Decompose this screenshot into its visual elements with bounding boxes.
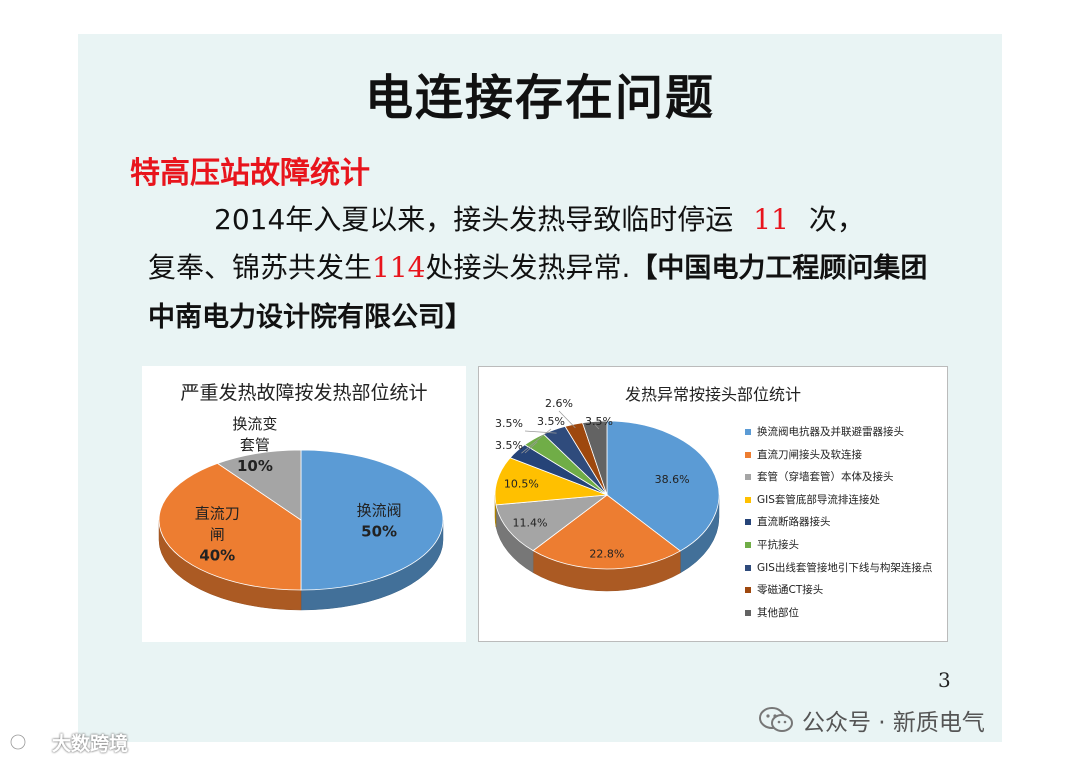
wechat-account-name: 公众号 · 新质电气	[802, 710, 985, 736]
pie-slice-1	[532, 494, 682, 570]
legend-label-7: 零磁通CT接头	[757, 584, 824, 597]
legend-swatch-5	[745, 541, 751, 548]
leader-line-5	[524, 441, 538, 454]
data-label-1: 22.8%	[589, 548, 624, 561]
legend-swatch-6	[745, 564, 751, 571]
legend-label-2: 套管（穿墙套管）本体及接头	[757, 471, 894, 484]
data-label-3: 10.5%	[504, 478, 539, 491]
legend-item-3: GIS套管底部导流排连接处	[745, 493, 932, 516]
slide-subtitle: 特高压站故障统计	[130, 156, 370, 191]
wechat-watermark: 公众号 · 新质电气	[758, 700, 985, 740]
legend-swatch-7	[745, 587, 751, 594]
para-text-2: 次，	[808, 203, 865, 236]
pie-slice-0	[606, 420, 720, 552]
chart2-legend: 换流阀电抗器及并联避雷器接头 直流刀闸接头及软连接套管（穿墙套管）本体及接头 GIS…	[745, 425, 932, 628]
chart-severe-faults: 严重发热故障按发热部位统计 换流阀 50% 直流刀闸 40% 换流变套管 10%	[142, 366, 466, 642]
outage-count: 11	[753, 203, 789, 236]
pie-slice-8	[582, 420, 608, 496]
corner-watermark: 大数跨境	[8, 728, 128, 756]
corner-logo-icon	[9, 731, 48, 751]
legend-swatch-2	[745, 474, 751, 481]
category-label-1: 直流刀	[195, 504, 240, 522]
data-label-2: 11.4%	[513, 516, 548, 529]
pie-slice-3	[494, 457, 608, 506]
chart1-title: 严重发热故障按发热部位统计	[180, 382, 428, 404]
anomaly-count: 114	[372, 251, 426, 284]
category-label-2: 换流变	[232, 415, 277, 433]
legend-label-5: 平抗接头	[757, 538, 799, 551]
pie-slice-1	[158, 462, 302, 591]
category-label-1: 闸	[210, 525, 225, 543]
legend-label-0: 换流阀电抗器及并联避雷器接头	[757, 426, 904, 438]
data-label-2: 10%	[237, 457, 273, 475]
legend-item-7: 零磁通CT接头	[745, 583, 932, 606]
pie-slice-2	[495, 494, 609, 552]
legend-item-4: 直流断路器接头	[745, 515, 932, 538]
para-text-1: 2014年入夏以来，接头发热导致临时停运	[214, 203, 734, 236]
data-label-6: 3.5%	[495, 417, 523, 430]
page-number: 3	[938, 668, 951, 692]
corner-watermark-text: 大数跨境	[52, 732, 129, 755]
chart2-title: 发热异常按接头部位统计	[624, 385, 801, 404]
leader-line-7	[558, 410, 576, 429]
legend-label-8: 其他部位	[757, 606, 799, 619]
legend-item-2: 套管（穿墙套管）本体及接头	[745, 470, 932, 493]
data-label-0: 38.6%	[655, 473, 690, 486]
legend-swatch-3	[745, 496, 751, 503]
legend-swatch-8	[745, 609, 751, 616]
data-label-1: 40%	[199, 546, 235, 564]
wechat-icon	[759, 707, 793, 732]
data-label-8: 3.5%	[585, 415, 613, 428]
leader-line-6	[524, 430, 557, 434]
legend-swatch-4	[745, 519, 751, 526]
legend-item-5: 平抗接头	[745, 538, 932, 561]
data-label-5: 3.5%	[495, 439, 523, 452]
leader-line-4	[521, 428, 552, 454]
legend-item-0: 换流阀电抗器及并联避雷器接头	[745, 425, 932, 448]
category-label-0: 换流阀	[357, 502, 402, 520]
legend-item-8: 其他部位	[745, 606, 932, 629]
legend-swatch-0	[745, 429, 751, 435]
legend-item-1: 直流刀闸接头及软连接	[745, 448, 932, 471]
data-label-0: 50%	[361, 523, 397, 541]
chart-joint-anomalies: 发热异常按接头部位统计 38.6% 22.8% 11.4% 10.5% 3.5% 3.5%…	[478, 366, 948, 642]
data-label-7: 2.6%	[545, 397, 573, 410]
legend-label-4: 直流断路器接头	[757, 516, 831, 529]
legend-label-1: 直流刀闸接头及软连接	[757, 448, 862, 461]
slide-title: 电连接存在问题	[364, 70, 715, 126]
para-text-4: 处接头发热异常.	[425, 251, 631, 284]
legend-label-6: GIS出线套管接地引下线与构架连接点	[757, 561, 933, 574]
pie-slice-2	[216, 449, 302, 521]
summary-paragraph: 2014年入夏以来，接头发热导致临时停运 11 次， 复奉、锦苏共发生114处接头发…	[148, 196, 948, 342]
legend-label-3: GIS套管底部导流排连接处	[757, 493, 880, 506]
legend-item-6: GIS出线套管接地引下线与构架连接点	[745, 561, 932, 584]
source-citation: 【中国电力工程顾问集团中南电力设计院有限公司】	[148, 253, 928, 333]
pie-slice-0	[300, 449, 444, 591]
category-label-2: 套管	[240, 436, 270, 454]
para-text-3: 复奉、锦苏共发生	[148, 251, 373, 284]
chart2-svg: 38.6% 22.8% 11.4% 10.5% 3.5% 3.5% 3.5% 2.6% 3.5%	[494, 397, 720, 592]
legend-swatch-1	[745, 451, 751, 458]
data-label-4: 3.5%	[537, 415, 565, 428]
leader-line-8	[595, 424, 600, 430]
